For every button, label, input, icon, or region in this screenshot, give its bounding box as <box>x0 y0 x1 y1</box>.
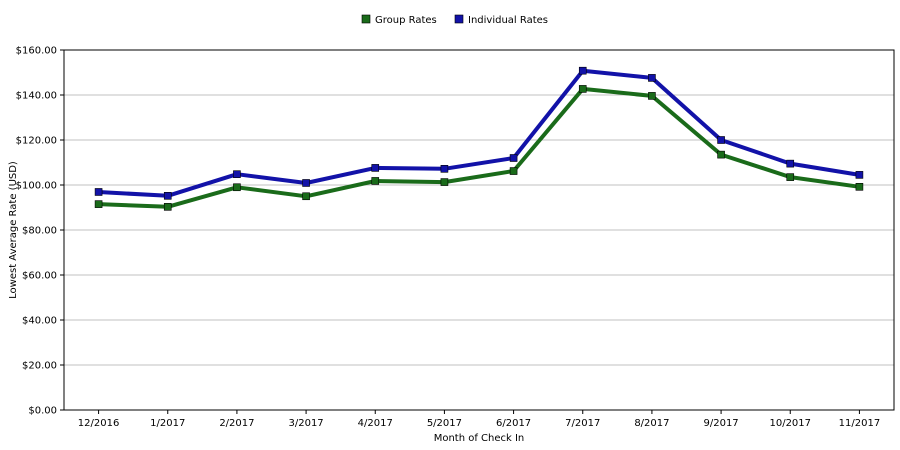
y-tick-label: $80.00 <box>22 226 57 237</box>
x-tick-label: 2/2017 <box>219 418 254 429</box>
data-point[interactable] <box>163 192 172 200</box>
legend: Group Rates Individual Rates <box>361 14 548 26</box>
y-tick-label: $140.00 <box>16 91 57 102</box>
x-tick-label: 1/2017 <box>150 418 185 429</box>
series-line <box>96 68 862 198</box>
y-tick-label: $20.00 <box>22 361 57 372</box>
data-point[interactable] <box>440 165 449 173</box>
data-point[interactable] <box>509 167 518 175</box>
data-point[interactable] <box>855 171 864 179</box>
x-axis: 12/2016 1/2017 2/2017 3/2017 4/2017 5/2017 6/2… <box>78 410 880 429</box>
x-tick-label: 3/2017 <box>288 418 323 429</box>
x-tick-label: 4/2017 <box>358 418 393 429</box>
data-point[interactable] <box>648 74 656 82</box>
y-tick-label: $0.00 <box>28 406 57 417</box>
x-tick-label: 6/2017 <box>496 418 531 429</box>
y-axis: $0.00 $20.00 $40.00 $60.00 $80.00 $100.00 $120… <box>16 46 64 417</box>
x-tick-label: 5/2017 <box>427 418 462 429</box>
legend-label: Group Rates <box>375 15 437 26</box>
data-point[interactable] <box>371 177 380 185</box>
data-point[interactable] <box>302 192 310 201</box>
legend-label: Individual Rates <box>468 15 548 26</box>
gridlines <box>64 49 894 411</box>
data-point[interactable] <box>302 179 310 187</box>
data-point[interactable] <box>440 178 449 186</box>
data-point[interactable] <box>786 159 795 168</box>
data-point[interactable] <box>94 200 103 208</box>
x-tick-label: 9/2017 <box>703 418 738 429</box>
data-point[interactable] <box>648 92 656 100</box>
data-point[interactable] <box>163 203 172 211</box>
y-tick-label: $120.00 <box>16 136 57 147</box>
x-tick-label: 12/2016 <box>78 418 120 429</box>
x-tick-label: 10/2017 <box>769 418 811 429</box>
x-tick-label: 8/2017 <box>634 418 669 429</box>
data-point[interactable] <box>578 85 587 93</box>
series-group-rates <box>94 85 864 211</box>
legend-swatch <box>454 14 464 24</box>
series-line <box>96 86 862 209</box>
series-individual-rates <box>94 66 864 200</box>
x-tick-label: 11/2017 <box>839 418 881 429</box>
y-tick-label: $40.00 <box>22 316 57 327</box>
y-tick-label: $160.00 <box>16 46 57 57</box>
x-tick-label: 7/2017 <box>565 418 600 429</box>
legend-swatch <box>361 14 371 24</box>
data-point[interactable] <box>717 136 725 144</box>
data-point[interactable] <box>233 170 241 178</box>
series-layer <box>94 66 864 211</box>
data-point[interactable] <box>94 188 103 196</box>
data-point[interactable] <box>509 154 518 162</box>
y-tick-label: $60.00 <box>22 271 57 282</box>
data-point[interactable] <box>578 66 587 75</box>
data-point[interactable] <box>786 173 795 181</box>
data-point[interactable] <box>233 183 241 192</box>
data-point[interactable] <box>371 164 380 172</box>
data-point[interactable] <box>717 150 725 159</box>
data-point[interactable] <box>855 183 864 191</box>
x-axis-title: Month of Check In <box>434 433 525 444</box>
y-axis-title: Lowest Average Rate (USD) <box>8 161 19 299</box>
y-tick-label: $100.00 <box>16 181 57 192</box>
